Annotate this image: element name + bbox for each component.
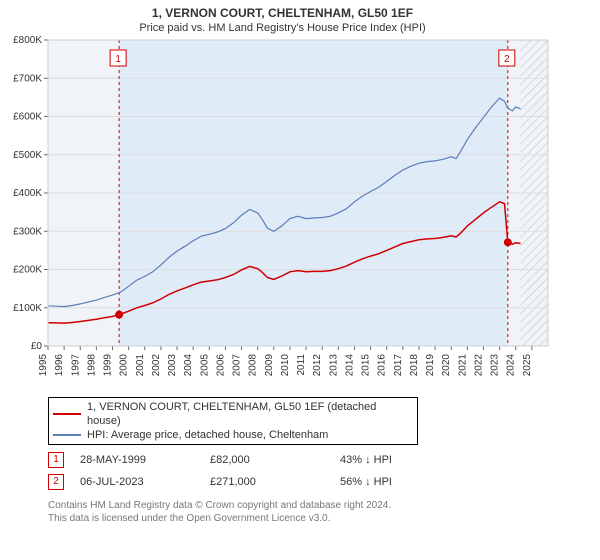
legend-label: 1, VERNON COURT, CHELTENHAM, GL50 1EF (d… bbox=[87, 400, 413, 428]
svg-text:2020: 2020 bbox=[441, 354, 452, 377]
svg-text:2021: 2021 bbox=[457, 354, 468, 377]
svg-text:2: 2 bbox=[504, 54, 510, 65]
svg-text:2022: 2022 bbox=[473, 354, 484, 377]
footer-line: This data is licensed under the Open Gov… bbox=[48, 512, 600, 525]
svg-text:2024: 2024 bbox=[506, 354, 517, 377]
chart-container: £0 £100K £200K £300K £400K £500K £600K £700K £80… bbox=[0, 36, 600, 389]
svg-text:2012: 2012 bbox=[312, 354, 323, 377]
svg-text:2025: 2025 bbox=[522, 354, 533, 377]
svg-text:2001: 2001 bbox=[135, 354, 146, 377]
svg-text:1995: 1995 bbox=[38, 354, 49, 377]
svg-text:2004: 2004 bbox=[183, 354, 194, 377]
footer-line: Contains HM Land Registry data © Crown c… bbox=[48, 499, 600, 512]
marker-icon: 1 bbox=[48, 452, 64, 468]
cell-date: 06-JUL-2023 bbox=[80, 476, 210, 488]
cell-price: £82,000 bbox=[210, 454, 340, 466]
svg-text:£700K: £700K bbox=[13, 73, 42, 84]
svg-text:2019: 2019 bbox=[425, 354, 436, 377]
svg-text:2013: 2013 bbox=[328, 354, 339, 377]
cell-delta: 56% ↓ HPI bbox=[340, 476, 470, 488]
svg-text:1999: 1999 bbox=[103, 354, 114, 377]
svg-text:2000: 2000 bbox=[119, 354, 130, 377]
svg-text:2016: 2016 bbox=[377, 354, 388, 377]
legend-row: HPI: Average price, detached house, Chel… bbox=[53, 428, 413, 442]
svg-text:£100K: £100K bbox=[13, 303, 42, 314]
cell-price: £271,000 bbox=[210, 476, 340, 488]
svg-text:2006: 2006 bbox=[215, 354, 226, 377]
legend-row: 1, VERNON COURT, CHELTENHAM, GL50 1EF (d… bbox=[53, 400, 413, 428]
footer: Contains HM Land Registry data © Crown c… bbox=[48, 499, 600, 525]
svg-text:1996: 1996 bbox=[54, 354, 65, 377]
svg-text:£400K: £400K bbox=[13, 188, 42, 199]
svg-text:2007: 2007 bbox=[232, 354, 243, 377]
legend-swatch bbox=[53, 413, 81, 415]
svg-text:2010: 2010 bbox=[280, 354, 291, 377]
svg-text:2009: 2009 bbox=[264, 354, 275, 377]
title-block: 1, VERNON COURT, CHELTENHAM, GL50 1EF Pr… bbox=[0, 0, 565, 36]
svg-text:£500K: £500K bbox=[13, 150, 42, 161]
svg-text:£800K: £800K bbox=[13, 36, 42, 46]
svg-text:2017: 2017 bbox=[393, 354, 404, 377]
svg-text:2015: 2015 bbox=[361, 354, 372, 377]
svg-text:2014: 2014 bbox=[344, 354, 355, 377]
page-subtitle: Price paid vs. HM Land Registry's House … bbox=[0, 22, 565, 34]
svg-text:£300K: £300K bbox=[13, 226, 42, 237]
svg-text:2023: 2023 bbox=[490, 354, 501, 377]
svg-text:1: 1 bbox=[115, 54, 121, 65]
svg-text:2005: 2005 bbox=[199, 354, 210, 377]
svg-text:2018: 2018 bbox=[409, 354, 420, 377]
legend-swatch bbox=[53, 434, 81, 436]
svg-text:1998: 1998 bbox=[86, 354, 97, 377]
svg-text:£0: £0 bbox=[31, 341, 43, 352]
svg-text:£600K: £600K bbox=[13, 112, 42, 123]
svg-text:2011: 2011 bbox=[296, 354, 307, 376]
cell-date: 28-MAY-1999 bbox=[80, 454, 210, 466]
table-row: 1 28-MAY-1999 £82,000 43% ↓ HPI bbox=[48, 449, 600, 471]
svg-text:1997: 1997 bbox=[70, 354, 81, 377]
svg-text:2002: 2002 bbox=[151, 354, 162, 377]
table-row: 2 06-JUL-2023 £271,000 56% ↓ HPI bbox=[48, 471, 600, 493]
legend-label: HPI: Average price, detached house, Chel… bbox=[87, 428, 328, 442]
svg-text:2003: 2003 bbox=[167, 354, 178, 377]
data-table: 1 28-MAY-1999 £82,000 43% ↓ HPI 2 06-JUL… bbox=[48, 449, 600, 493]
line-chart: £0 £100K £200K £300K £400K £500K £600K £700K £80… bbox=[0, 36, 565, 386]
svg-text:£200K: £200K bbox=[13, 265, 42, 276]
marker-icon: 2 bbox=[48, 474, 64, 490]
legend: 1, VERNON COURT, CHELTENHAM, GL50 1EF (d… bbox=[48, 397, 418, 445]
svg-text:2008: 2008 bbox=[248, 354, 259, 377]
page-title: 1, VERNON COURT, CHELTENHAM, GL50 1EF bbox=[0, 6, 565, 20]
cell-delta: 43% ↓ HPI bbox=[340, 454, 470, 466]
